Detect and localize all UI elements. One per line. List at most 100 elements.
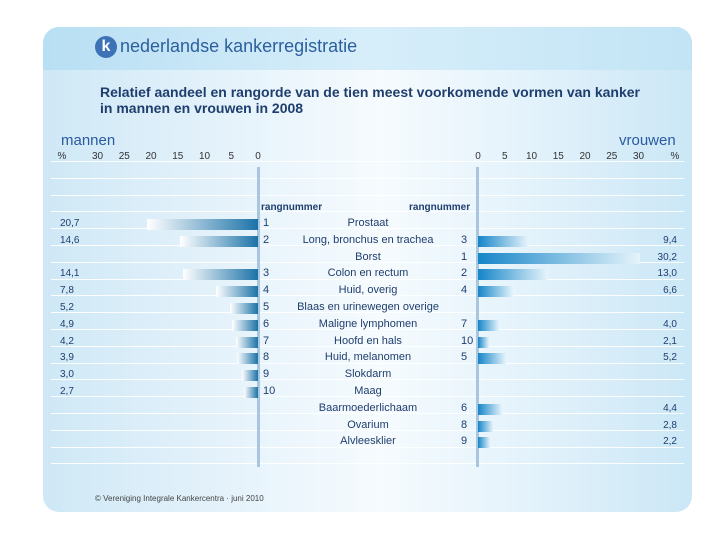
- women-tick-label: 10: [525, 151, 538, 162]
- women-bar: [478, 420, 493, 432]
- men-tick-label: 30: [91, 151, 104, 162]
- women-rank-number: 6: [461, 401, 468, 414]
- cancer-type-label: Hoofd en hals: [334, 334, 402, 347]
- gridline: [51, 463, 684, 465]
- gridline: [51, 211, 684, 213]
- women-rank-header: rangnummer: [409, 202, 471, 213]
- women-value-label: 13,0: [657, 268, 677, 280]
- cancer-type-label: Borst: [355, 250, 381, 263]
- men-value-label: 4,9: [60, 318, 74, 330]
- women-bar: [478, 286, 514, 298]
- chart-title: Relatief aandeel en rangorde van de tien…: [100, 84, 680, 116]
- women-axis-line: [476, 167, 479, 467]
- cancer-type-label: Huid, melanomen: [324, 351, 412, 364]
- women-value-label: 2,1: [663, 335, 677, 347]
- gridline: [51, 413, 684, 414]
- men-label: mannen: [61, 132, 116, 149]
- cancer-type-label: Alvleesklier: [340, 435, 396, 448]
- women-rank-number: 3: [461, 233, 468, 246]
- men-bar: [235, 336, 258, 348]
- men-rank-number: 9: [263, 368, 270, 381]
- gridline: [51, 379, 684, 381]
- women-bar: [478, 437, 490, 449]
- gridline: [51, 245, 684, 246]
- brand-bar: [43, 27, 692, 70]
- women-rank-number: 8: [461, 418, 468, 431]
- women-percent-label: %: [670, 151, 680, 162]
- men-bar: [179, 235, 258, 247]
- men-tick-label: 25: [118, 151, 130, 162]
- cancer-type-label: Maag: [354, 385, 382, 397]
- women-tick-label: 25: [606, 151, 618, 162]
- women-value-label: 2,8: [663, 419, 677, 431]
- gridline: [51, 177, 684, 179]
- women-value-label: 5,2: [663, 352, 677, 364]
- cancer-type-label: Maligne lymphomen: [318, 317, 418, 330]
- cancer-type-label: Ovarium: [347, 418, 389, 431]
- gridline: [51, 446, 684, 448]
- men-bar: [216, 286, 258, 298]
- gridline: [51, 194, 684, 196]
- brand-name: nederlandse kankerregistratie: [120, 36, 358, 56]
- men-tick-label: 15: [172, 151, 184, 162]
- men-value-label: 14,1: [60, 268, 80, 280]
- women-tick-label: 5: [501, 151, 508, 162]
- women-bar: [478, 319, 500, 331]
- men-value-label: 20,7: [60, 218, 80, 229]
- cancer-type-label: Prostaat: [347, 217, 389, 229]
- men-rank-number: 2: [263, 233, 270, 246]
- men-bar: [237, 353, 258, 365]
- gridline: [51, 362, 684, 364]
- women-value-label: 30,2: [657, 251, 677, 263]
- men-rank-number: 10: [263, 385, 276, 397]
- men-tick-label: 0: [255, 151, 261, 162]
- men-bar: [230, 303, 258, 314]
- cancer-type-label: Slokdarm: [344, 368, 392, 381]
- gridline: [51, 278, 684, 280]
- women-value-label: 2,2: [663, 436, 677, 448]
- women-bar: [478, 353, 506, 365]
- women-label: vrouwen: [619, 132, 676, 149]
- gridline: [51, 396, 684, 398]
- men-bar: [231, 319, 258, 331]
- men-value-label: 3,0: [60, 369, 74, 381]
- women-bar: [478, 252, 640, 264]
- men-bar: [147, 219, 258, 230]
- men-value-label: 5,2: [60, 302, 74, 313]
- women-rank-number: 10: [461, 334, 474, 347]
- men-rank-number: 5: [263, 301, 270, 313]
- women-bar: [478, 336, 490, 348]
- gridline: [51, 329, 684, 330]
- gridline: [51, 312, 684, 314]
- gridline: [51, 295, 684, 297]
- men-tick-label: 20: [145, 151, 157, 162]
- gridline: [51, 228, 684, 230]
- chart-title-line-1: Relatief aandeel en rangorde van de tien…: [100, 84, 640, 100]
- cancer-type-label: Colon en rectum: [327, 267, 409, 280]
- cancer-type-label: Long, bronchus en trachea: [302, 233, 434, 246]
- men-value-label: 3,9: [60, 352, 74, 364]
- men-rank-number: 6: [263, 317, 270, 330]
- men-rank-number: 8: [263, 351, 270, 364]
- women-tick-label: 0: [475, 151, 481, 162]
- women-bar: [478, 235, 529, 247]
- cancer-type-label: Huid, overig: [338, 284, 398, 297]
- women-value-label: 6,6: [663, 285, 677, 297]
- women-rank-number: 4: [461, 284, 468, 297]
- women-tick-label: 15: [552, 151, 564, 162]
- women-bar: [478, 269, 548, 281]
- women-tick-label: 30: [632, 151, 645, 162]
- men-rank-number: 4: [263, 284, 270, 297]
- women-value-label: 4,0: [663, 318, 677, 330]
- cancer-type-label: Baarmoederlichaam: [318, 401, 418, 414]
- men-value-label: 2,7: [60, 386, 74, 397]
- women-rank-number: 7: [461, 317, 468, 330]
- gridline: [51, 161, 684, 162]
- women-rank-number: 5: [461, 351, 468, 364]
- chart-title-line-2: in mannen en vrouwen in 2008: [100, 100, 304, 116]
- men-value-label: 7,8: [60, 285, 74, 297]
- men-value-label: 4,2: [60, 335, 74, 347]
- men-tick-label: 5: [228, 151, 235, 162]
- men-rank-number: 7: [263, 334, 270, 347]
- men-value-label: 14,6: [60, 234, 80, 246]
